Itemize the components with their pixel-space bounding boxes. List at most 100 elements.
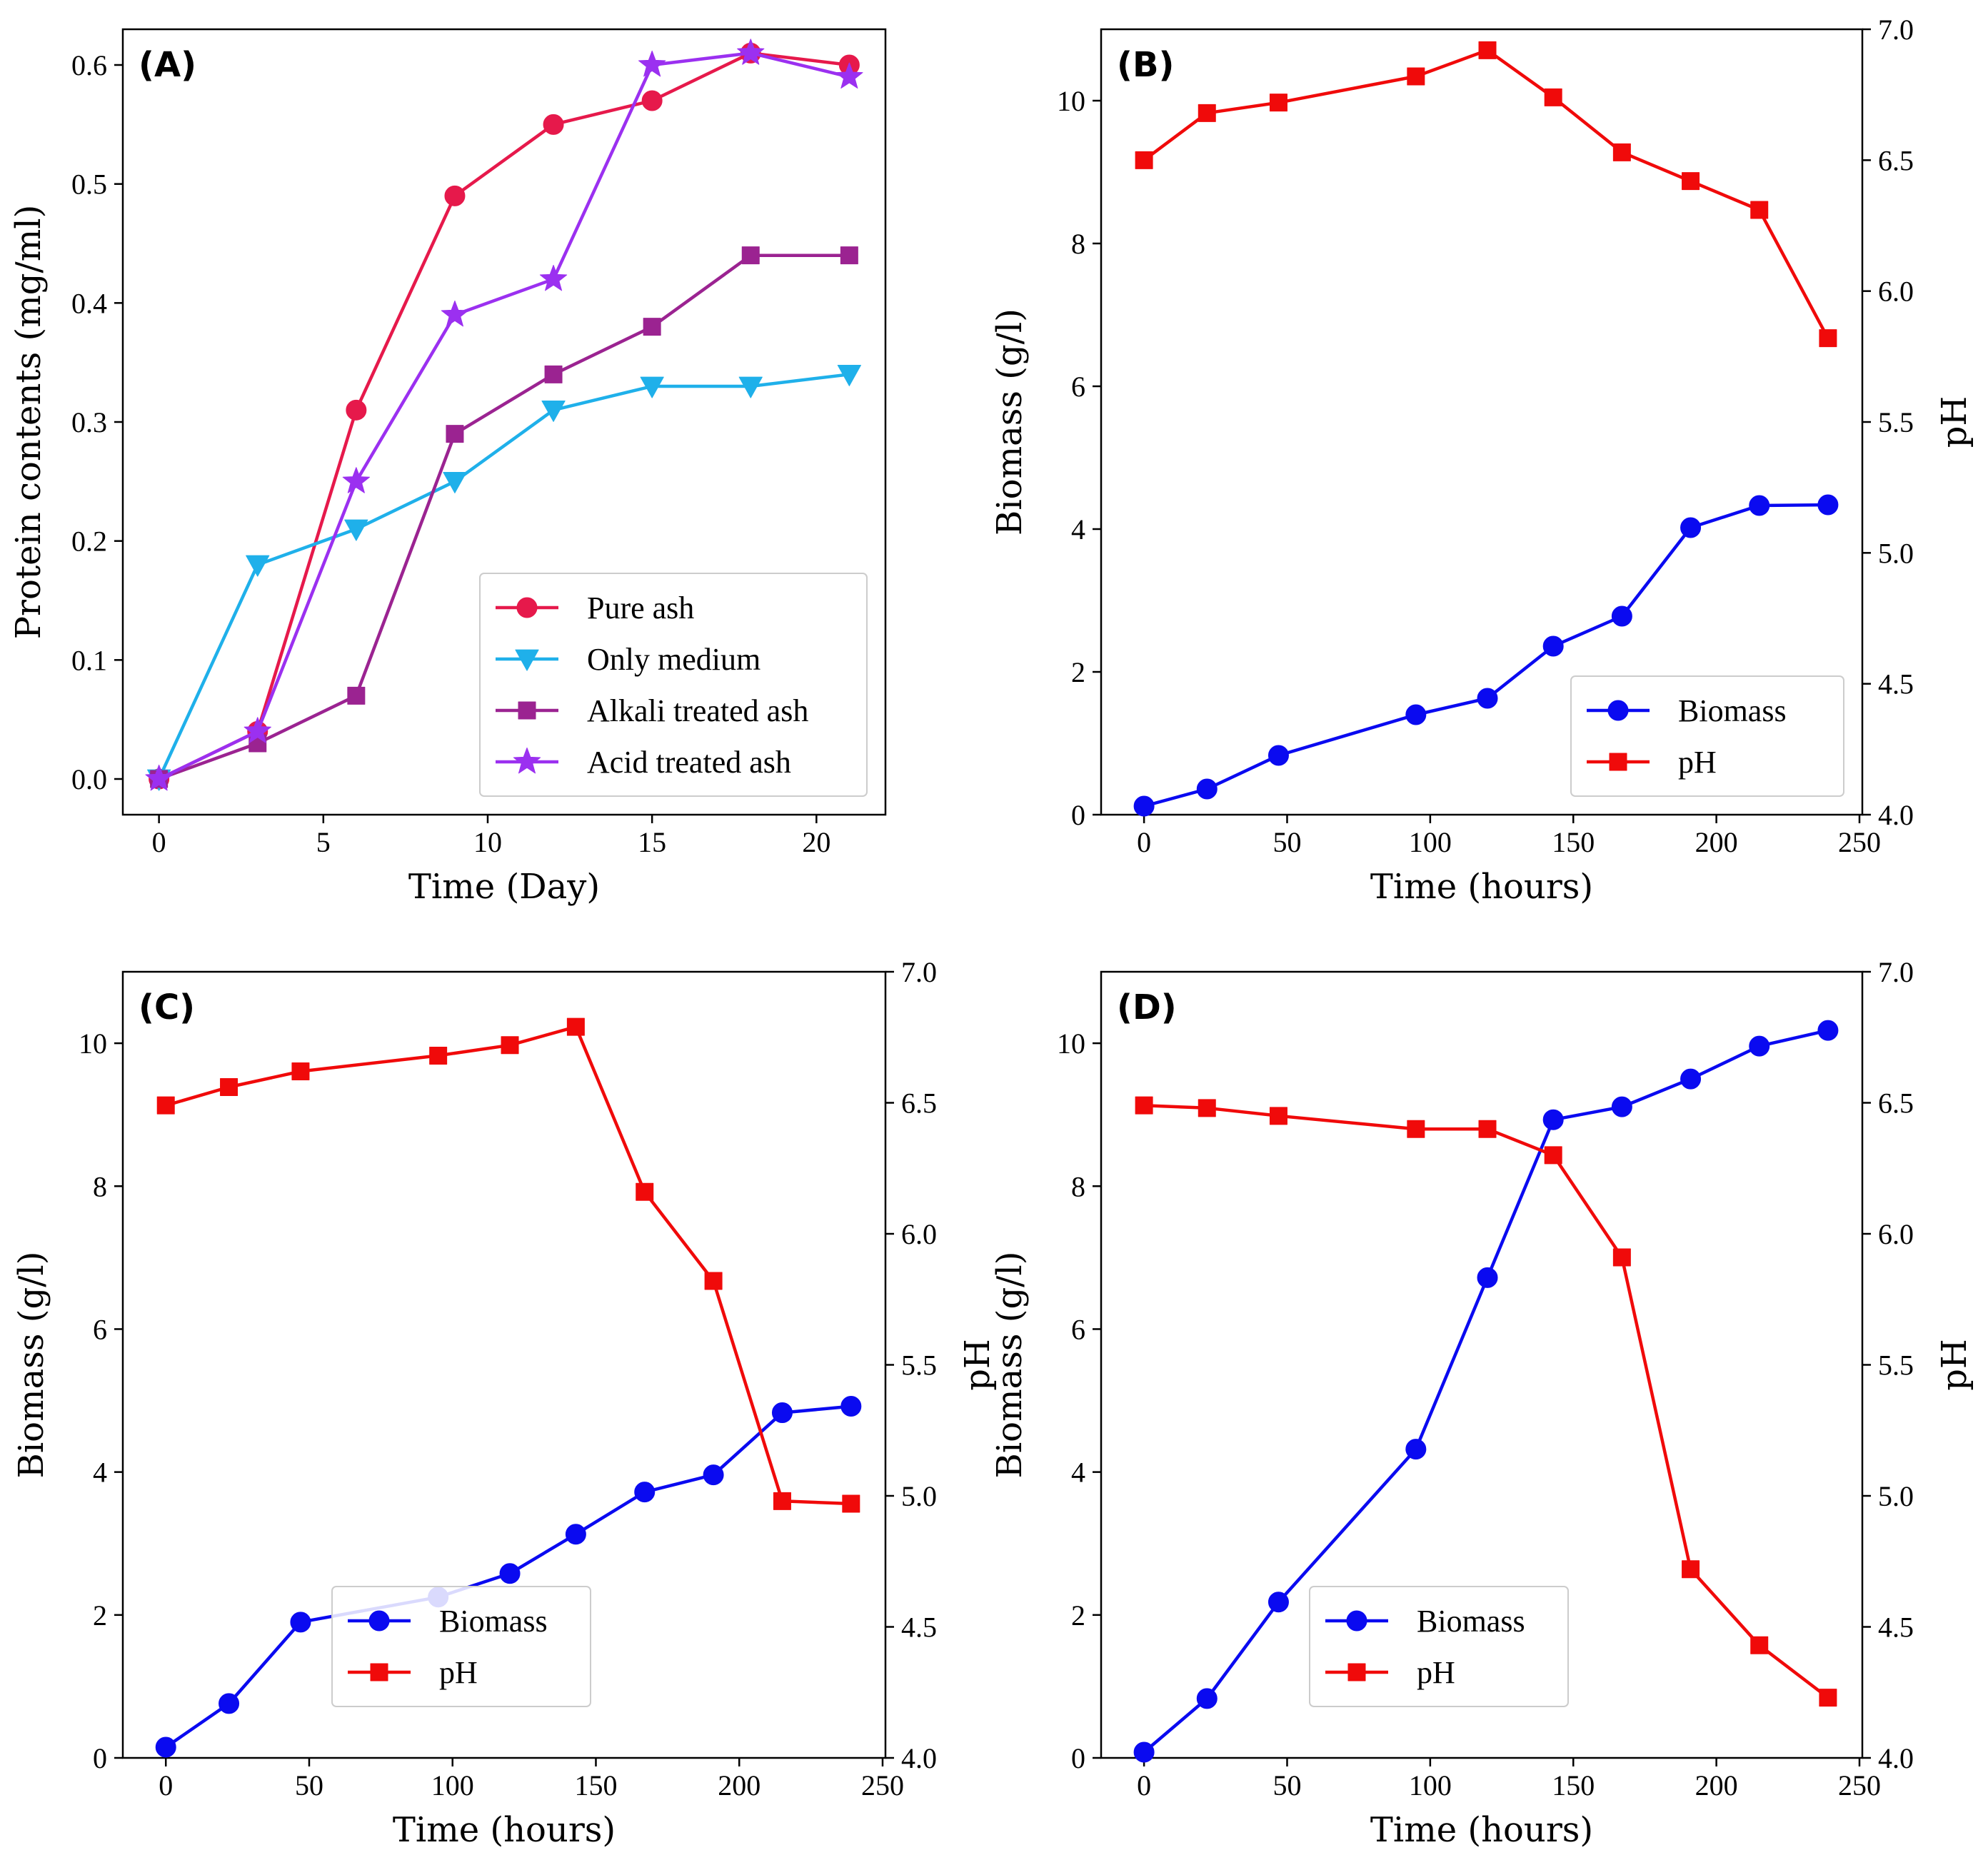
data-point: [1612, 1248, 1631, 1267]
panel-3: 0 50 100 150 200 250 0 2 4 6 8 10 4.0 4.5 5.0 5.5 6.0 6.5…: [11, 956, 998, 1850]
data-point: [643, 318, 661, 336]
y-tick-label: 8: [1071, 1170, 1085, 1202]
legend-marker: [368, 1610, 390, 1632]
data-point: [1198, 104, 1216, 122]
legend-label: Acid treated ash: [587, 745, 791, 780]
legend-box: [1309, 1586, 1569, 1707]
data-point: [290, 1612, 311, 1633]
x-tick-label: 10: [473, 826, 502, 858]
data-point: [1196, 778, 1218, 800]
x-tick-label: 20: [802, 826, 830, 858]
data-point: [1196, 1688, 1218, 1709]
data-point: [1478, 41, 1497, 59]
data-point: [219, 1693, 240, 1714]
x-tick-label: 250: [861, 1769, 904, 1801]
y2-tick-label: 7.0: [1878, 14, 1914, 46]
legend: Biomass pH: [331, 1586, 591, 1707]
y2-tick-label: 6.0: [1878, 1218, 1914, 1250]
y2-tick-label: 6.0: [901, 1218, 937, 1250]
data-point: [741, 246, 760, 265]
y2-tick-label: 5.0: [1878, 537, 1914, 569]
data-point: [1819, 329, 1837, 348]
x-axis-label: Time (hours): [1370, 1810, 1593, 1850]
series-line: [158, 51, 850, 781]
data-point: [704, 1272, 723, 1290]
data-point: [446, 425, 464, 443]
y-tick-label: 2: [1071, 656, 1085, 688]
legend-marker: [1346, 1610, 1367, 1632]
x-axis-label: Time (Day): [408, 867, 600, 907]
y2-tick-label: 5.0: [901, 1480, 937, 1512]
y-axis-label: Protein contents (mg/ml): [9, 205, 49, 640]
x-tick-label: 200: [1695, 1769, 1738, 1801]
legend-label: pH: [439, 1655, 478, 1690]
panel-label: (D): [1117, 987, 1177, 1027]
y2-tick-label: 4.5: [901, 1612, 937, 1644]
data-point: [156, 1096, 175, 1115]
data-point: [1133, 795, 1155, 817]
data-point: [1750, 201, 1769, 219]
legend: Pure ash Only medium Alkali treated ash Aci…: [479, 573, 868, 797]
data-point: [1267, 745, 1289, 766]
legend-marker: [370, 1663, 388, 1681]
y2-axis-label: pH: [958, 1339, 998, 1391]
data-point: [1682, 1560, 1700, 1579]
legend-label: Biomass: [1417, 1604, 1525, 1639]
x-tick-label: 100: [1409, 1769, 1452, 1801]
panel-4: 0 50 100 150 200 250 0 2 4 6 8 10 4.0 4.5 5.0 5.5 6.0 6.5…: [990, 956, 1974, 1850]
data-point: [1477, 1267, 1498, 1288]
data-point: [771, 1402, 793, 1424]
series-line: [164, 1404, 852, 1749]
x-tick-label: 0: [1137, 826, 1151, 858]
data-point: [1749, 495, 1770, 516]
x-tick-label: 150: [1552, 826, 1595, 858]
data-point: [1544, 1146, 1562, 1165]
data-point: [738, 376, 763, 398]
y-tick-label: 0.6: [71, 49, 107, 81]
data-point: [1135, 151, 1153, 169]
legend-label: Only medium: [587, 642, 760, 677]
y2-tick-label: 7.0: [1878, 956, 1914, 988]
y2-tick-label: 4.0: [901, 1742, 937, 1774]
y-tick-label: 0.2: [71, 526, 107, 558]
x-tick-label: 0: [159, 1769, 173, 1801]
y2-tick-label: 5.5: [1878, 1349, 1914, 1382]
data-point: [837, 364, 861, 386]
y-tick-label: 10: [1057, 85, 1085, 117]
data-point: [1269, 94, 1287, 112]
series-acid-treated-ash: [145, 39, 863, 791]
legend-marker: [1607, 700, 1629, 721]
legend: Biomass pH: [1570, 675, 1844, 797]
data-point: [1817, 494, 1839, 516]
x-tick-label: 200: [718, 1769, 760, 1801]
y-axis-label: Biomass (g/l): [11, 1252, 51, 1479]
y2-tick-label: 5.0: [1878, 1480, 1914, 1512]
y-tick-label: 0: [1071, 799, 1085, 831]
y-tick-label: 6: [1071, 371, 1085, 403]
data-point: [541, 400, 566, 422]
y-tick-label: 0.4: [71, 287, 107, 319]
data-point: [246, 555, 270, 577]
data-point: [636, 1182, 654, 1201]
y-tick-label: 6: [1071, 1313, 1085, 1345]
data-point: [543, 114, 564, 135]
data-point: [539, 264, 568, 291]
legend-marker: [1347, 1663, 1366, 1681]
series-ph: [1135, 1096, 1837, 1707]
data-point: [443, 471, 467, 493]
data-point: [1407, 67, 1425, 86]
legend-label: Biomass: [1678, 693, 1787, 728]
y-tick-label: 6: [93, 1313, 107, 1345]
data-point: [565, 1524, 586, 1545]
data-point: [1817, 1020, 1839, 1041]
data-point: [641, 90, 663, 111]
data-point: [840, 246, 858, 265]
y-tick-label: 10: [79, 1027, 107, 1060]
panel-2: 0 50 100 150 200 250 0 2 4 6 8 10 4.0 4.5 5.0 5.5 6.0 6.5…: [990, 14, 1974, 907]
legend-box: [479, 573, 868, 797]
legend-box: [1570, 675, 1844, 797]
y2-tick-label: 6.0: [1878, 276, 1914, 308]
series-line: [1143, 503, 1828, 808]
y-tick-label: 8: [93, 1170, 107, 1202]
